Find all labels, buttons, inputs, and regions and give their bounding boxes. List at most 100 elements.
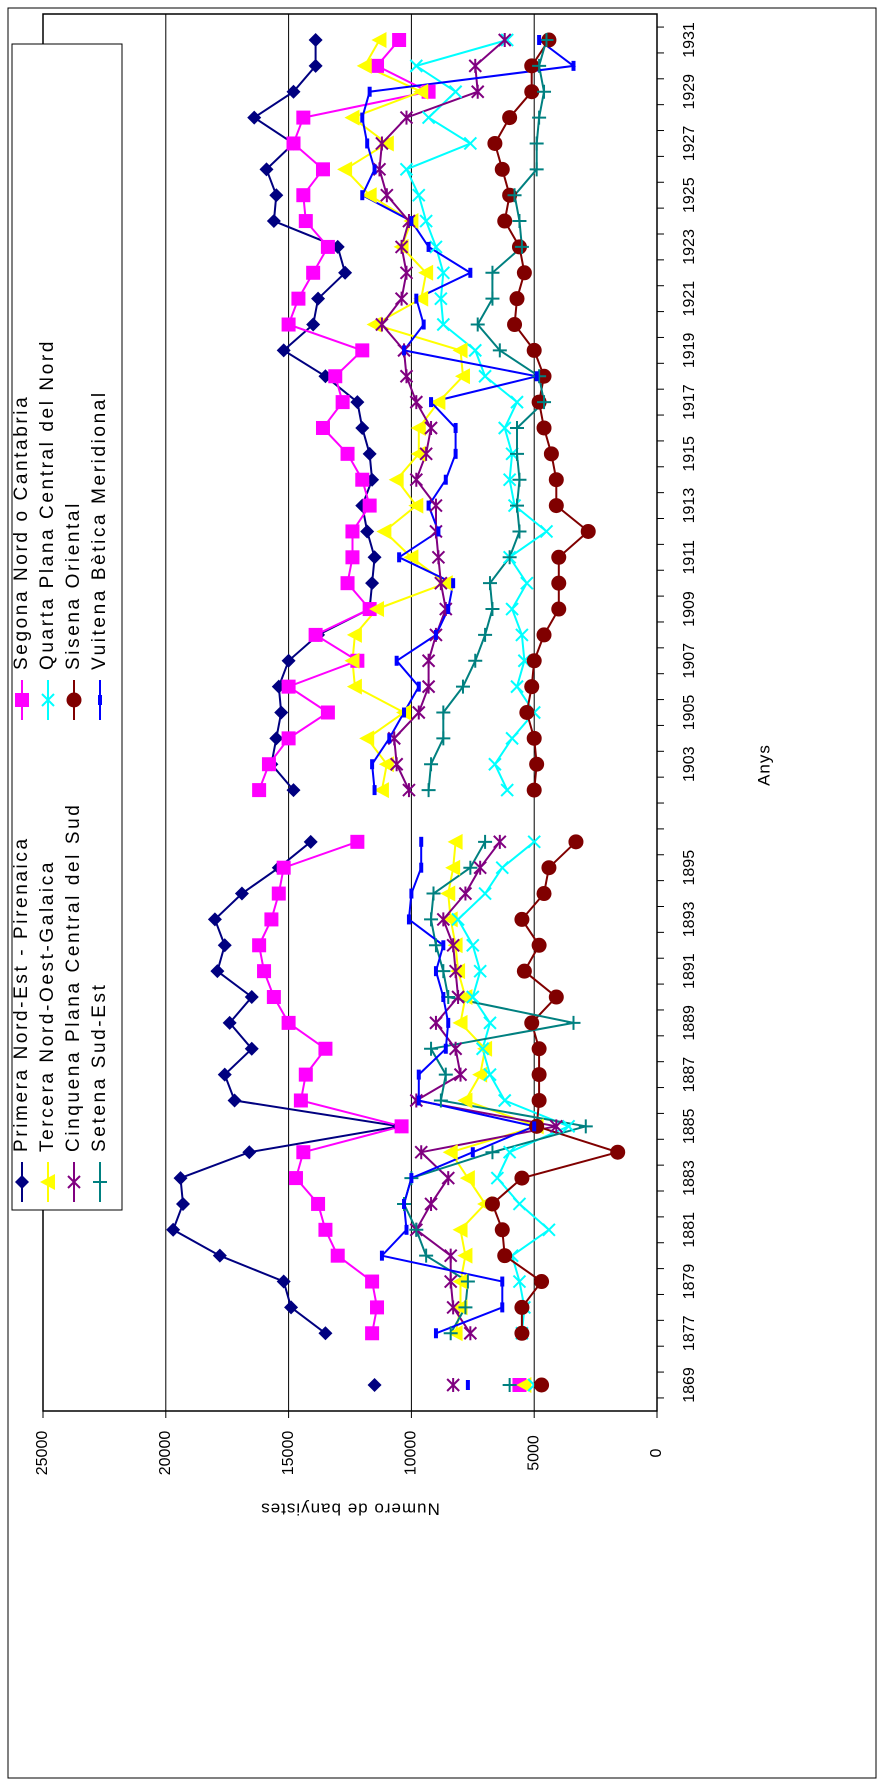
marker-plus bbox=[419, 1248, 434, 1263]
marker-circle bbox=[514, 1170, 530, 1186]
marker-plus bbox=[424, 912, 439, 927]
marker-circle bbox=[519, 705, 535, 720]
marker-x bbox=[409, 59, 424, 73]
marker-x bbox=[419, 214, 433, 228]
marker-triangle bbox=[472, 1066, 488, 1083]
marker-square bbox=[308, 627, 323, 642]
x-tick-label: 1907 bbox=[681, 643, 698, 679]
marker-plus bbox=[482, 576, 497, 591]
marker-plus bbox=[426, 886, 441, 901]
marker-circle bbox=[524, 679, 540, 695]
marker-circle bbox=[526, 730, 542, 746]
marker-x bbox=[490, 1171, 505, 1185]
marker-plus bbox=[438, 1067, 453, 1082]
marker-star bbox=[443, 1248, 458, 1263]
marker-plus bbox=[436, 705, 451, 720]
plot-area bbox=[43, 14, 657, 1411]
marker-circle bbox=[531, 1067, 547, 1083]
x-tick-label: 1925 bbox=[681, 177, 698, 213]
marker-circle bbox=[541, 860, 557, 876]
marker-star bbox=[409, 472, 424, 487]
marker-diamond bbox=[15, 1175, 29, 1189]
marker-square bbox=[330, 1248, 345, 1263]
x-tick-label: 1905 bbox=[681, 695, 698, 731]
marker-star bbox=[453, 1067, 468, 1082]
marker-plus bbox=[468, 653, 483, 668]
marker-plus bbox=[478, 627, 493, 642]
legend-box bbox=[11, 43, 123, 1211]
marker-circle bbox=[526, 342, 542, 358]
marker-square bbox=[252, 783, 267, 798]
marker-diamond bbox=[276, 343, 291, 358]
marker-circle bbox=[531, 937, 547, 953]
x-tick-label: 1923 bbox=[681, 229, 698, 265]
marker-plus bbox=[470, 317, 485, 332]
marker-x bbox=[498, 421, 512, 435]
marker-x bbox=[512, 1197, 527, 1211]
marker-square bbox=[296, 110, 311, 125]
marker-triangle bbox=[437, 575, 453, 592]
marker-circle bbox=[66, 692, 82, 708]
marker-x bbox=[421, 110, 436, 125]
x-tick-label: 1921 bbox=[681, 281, 698, 317]
marker-diamond bbox=[166, 1222, 181, 1237]
marker-star bbox=[67, 1175, 81, 1189]
marker-square bbox=[355, 472, 370, 487]
marker-x bbox=[515, 628, 529, 642]
marker-square bbox=[296, 1145, 311, 1160]
marker-diamond bbox=[212, 1248, 227, 1263]
marker-triangle bbox=[447, 937, 463, 954]
marker-star bbox=[380, 188, 394, 203]
legend: Primera Nord-Est - Pirenaica Segona Nord … bbox=[11, 339, 110, 1202]
marker-diamond bbox=[286, 84, 301, 99]
marker-plus bbox=[436, 964, 451, 979]
marker-plus bbox=[485, 291, 500, 306]
marker-circle bbox=[568, 834, 584, 850]
marker-square bbox=[252, 938, 267, 953]
marker-plus bbox=[458, 1300, 473, 1315]
marker-triangle bbox=[344, 652, 360, 669]
marker-star bbox=[399, 369, 414, 384]
marker-x bbox=[527, 835, 541, 849]
marker-square bbox=[266, 990, 281, 1005]
marker-circle bbox=[494, 161, 510, 177]
marker-star bbox=[468, 58, 482, 73]
marker-triangle bbox=[477, 1040, 493, 1057]
marker-triangle bbox=[457, 1247, 473, 1264]
marker-x bbox=[466, 990, 480, 1004]
x-tick-label: 1927 bbox=[681, 126, 698, 162]
marker-plus bbox=[539, 33, 554, 47]
x-tick-label: 1929 bbox=[681, 74, 698, 110]
marker-plus bbox=[463, 860, 478, 875]
marker-plus bbox=[566, 1015, 581, 1030]
legend-label: Segona Nord o Cantabria bbox=[11, 395, 32, 670]
marker-square bbox=[365, 1326, 380, 1341]
marker-circle bbox=[497, 1248, 513, 1264]
marker-diamond bbox=[367, 550, 382, 565]
marker-circle bbox=[536, 627, 552, 643]
marker-circle bbox=[551, 549, 567, 565]
marker-star bbox=[402, 783, 416, 798]
marker-star bbox=[412, 705, 426, 720]
marker-x bbox=[466, 938, 480, 952]
marker-plus bbox=[424, 757, 439, 772]
marker-diamond bbox=[217, 938, 232, 953]
marker-diamond bbox=[173, 1171, 188, 1186]
marker-diamond bbox=[274, 705, 289, 720]
marker-triangle bbox=[359, 730, 375, 747]
marker-triangle bbox=[447, 833, 463, 850]
marker-plus bbox=[443, 1326, 458, 1341]
marker-x bbox=[502, 473, 517, 487]
marker-circle bbox=[497, 213, 513, 229]
marker-diamond bbox=[355, 420, 370, 435]
x-tick-label: 1883 bbox=[681, 1160, 698, 1196]
marker-x bbox=[478, 369, 492, 383]
marker-triangle bbox=[459, 1170, 475, 1187]
marker-triangle bbox=[344, 109, 360, 126]
marker-circle bbox=[610, 1144, 626, 1160]
x-tick-label: 1869 bbox=[681, 1367, 698, 1403]
marker-diamond bbox=[222, 1015, 237, 1030]
marker-star bbox=[409, 395, 424, 410]
marker-square bbox=[315, 162, 330, 177]
